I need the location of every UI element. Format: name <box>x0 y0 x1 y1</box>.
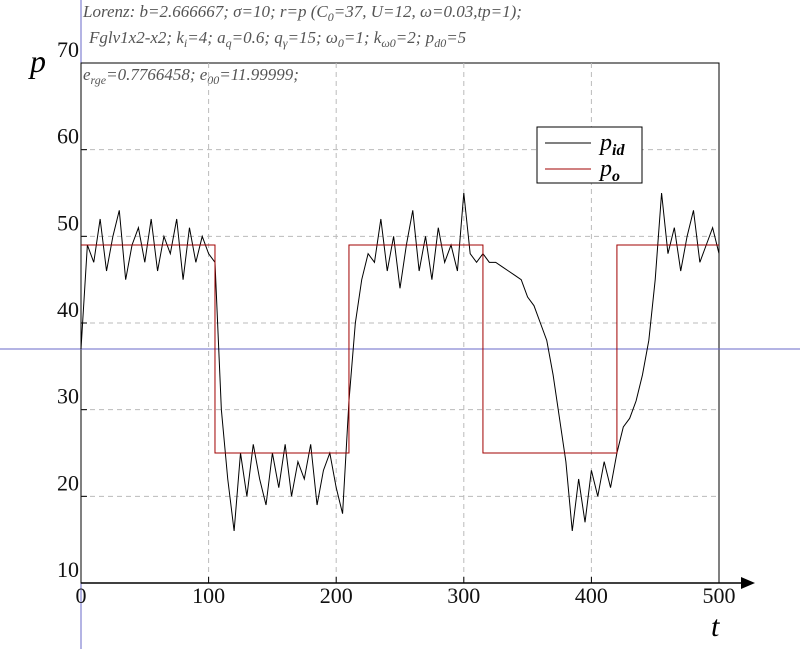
legend-label: po <box>598 156 620 185</box>
annotation-subscript: ω0 <box>381 36 395 50</box>
x-tick-label: 0 <box>76 583 87 608</box>
y-tick-label: 20 <box>57 470 79 495</box>
annotation-text: =2; p <box>396 28 434 47</box>
annotation-text: =37, U=12, ω=0.03,tp=1); <box>334 2 522 21</box>
y-tick-label: 40 <box>57 297 79 322</box>
annotation-subscript: 0 <box>328 10 334 24</box>
x-tick-label: 100 <box>192 583 225 608</box>
annotation-text: =0.7766458; e <box>106 65 208 84</box>
legend-subscript: o <box>612 168 620 185</box>
annotation-subscript: i <box>184 36 187 50</box>
annotation-subscript: 00 <box>207 73 219 87</box>
y-tick-label: 10 <box>57 557 79 582</box>
y-tick-label: 60 <box>57 124 79 149</box>
annotation-text: =5 <box>446 28 466 47</box>
annotation: Fglv1x2-x2; ki=4; aq=0.6; qγ=15; ω0=1; k… <box>88 28 466 50</box>
x-axis-label: t <box>711 610 720 643</box>
legend-name: p <box>598 156 612 182</box>
y-tick-label: 50 <box>57 210 79 235</box>
annotation-text: =15; ω <box>287 28 337 47</box>
annotation-text: =11.99999; <box>219 65 299 84</box>
x-tick-label: 200 <box>320 583 353 608</box>
legend-box <box>536 126 643 184</box>
annotation-text: e <box>83 65 91 84</box>
annotation-subscript: 0 <box>338 36 344 50</box>
legend-subscript: id <box>612 142 625 159</box>
annotation-text: =0.6; q <box>232 28 284 47</box>
y-tick-label: 70 <box>57 37 79 62</box>
series-line <box>81 244 719 454</box>
y-axis-label: p <box>28 43 46 79</box>
x-tick-label: 300 <box>447 583 480 608</box>
annotation-text: =1; k <box>344 28 382 47</box>
legend-label: pid <box>598 130 625 159</box>
annotation-text: Lorenz: b=2.666667; σ=10; r=p (C <box>82 2 328 21</box>
annotation-subscript: q <box>226 36 232 50</box>
x-axis-arrow <box>741 577 755 589</box>
annotation-subscript: γ <box>283 36 288 50</box>
annotation-text: Fglv1x2-x2; k <box>88 28 184 47</box>
legend-name: p <box>598 130 612 156</box>
annotation-subscript: rge <box>91 73 107 87</box>
annotation-subscript: d0 <box>434 36 446 50</box>
annotation: erge=0.7766458; e00=11.99999; <box>83 65 299 87</box>
x-tick-label: 500 <box>703 583 736 608</box>
annotation: Lorenz: b=2.666667; σ=10; r=p (C0=37, U=… <box>82 2 522 24</box>
annotation-text: =4; a <box>187 28 225 47</box>
y-tick-label: 30 <box>57 384 79 409</box>
series-line <box>80 192 720 532</box>
x-tick-label: 400 <box>575 583 608 608</box>
